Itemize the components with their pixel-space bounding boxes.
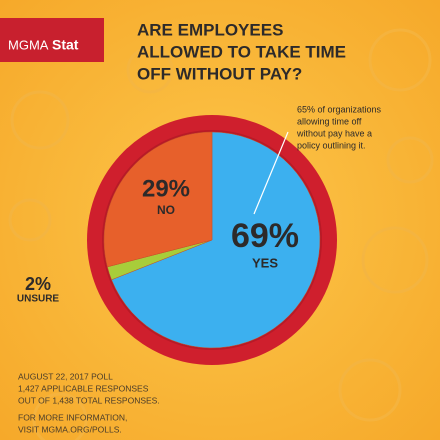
footer-line: OUT OF 1,438 TOTAL RESPONSES. xyxy=(18,395,160,405)
annotation-line: without pay have a xyxy=(296,128,372,138)
value-label: 2% xyxy=(25,274,51,294)
value-label: 29% xyxy=(142,175,190,202)
footer-line: FOR MORE INFORMATION, xyxy=(18,412,127,422)
pie-slice xyxy=(111,131,321,349)
clock-pattern xyxy=(8,28,434,440)
logo-brand: MGMA xyxy=(8,37,49,52)
annotation-leader xyxy=(253,131,289,215)
title-line: ALLOWED TO TAKE TIME xyxy=(137,42,346,61)
annotation-line: allowing time off xyxy=(297,116,362,126)
value-label: 69% xyxy=(231,217,299,255)
annotation-line: 65% of organizations xyxy=(297,104,382,114)
annotation-line: policy outlining it. xyxy=(297,140,366,150)
chart xyxy=(87,115,337,365)
category-label: NO xyxy=(157,203,175,217)
category-label: UNSURE xyxy=(17,294,60,305)
footer-line: 1,427 APPLICABLE RESPONSES xyxy=(18,383,149,393)
logo-product: Stat xyxy=(52,37,79,53)
pie-slice xyxy=(103,131,213,268)
title-line: ARE EMPLOYEES xyxy=(137,20,283,39)
category-label: YES xyxy=(252,255,278,270)
footer-line: AUGUST 22, 2017 POLL xyxy=(18,371,113,381)
title-line: OFF WITHOUT PAY? xyxy=(137,64,302,83)
logo-box xyxy=(0,18,104,62)
footer-line: VISIT MGMA.ORG/POLLS. xyxy=(18,424,122,434)
